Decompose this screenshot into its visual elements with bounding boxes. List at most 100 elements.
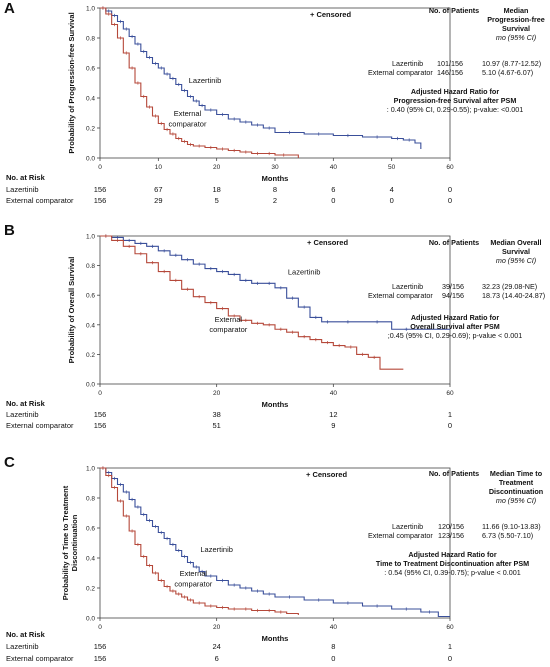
hr-value: : 0.40 (95% CI, 0.29-0.55); p-value: <0.… [386,105,524,114]
hazard-ratio: Adjusted Hazard Ratio for Time to Treatm… [355,550,550,577]
risk-count: 18 [212,185,221,194]
censor-mark [118,482,123,487]
censor-mark [182,554,187,559]
row-n: 120/156 [438,522,464,531]
censor-mark [209,301,213,305]
row-median: 11.66 (9.10-13.83) [482,522,541,531]
censor-mark [200,569,204,574]
curve-label: External [215,315,243,324]
censor-mark [182,88,187,93]
censor-mark [244,278,248,282]
y-tick-label: 0.0 [86,616,95,623]
x-tick-label: 40 [330,390,338,397]
curve-label: Lazertinib [189,76,222,85]
km-chart-pfs: 0.0 0.2 0.4 0.6 0.8 1.0 0 10 20 30 40 50 60 Months Pro… [67,6,454,184]
censor-mark [112,476,117,481]
censor-mark [220,306,225,311]
x-tick-label: 50 [388,164,396,171]
censor-mark [220,605,225,610]
censor-mark [244,120,248,124]
censor-mark [209,604,213,608]
col-header-median: Median Time to Treatment Discontinuation… [482,469,550,505]
km-chart-ttd: 0.0 0.2 0.4 0.6 0.8 1.0 0 20 40 60 Months Probabili… [61,466,454,644]
censor-mark [375,135,379,139]
censor-mark [147,518,152,523]
y-axis-label: Probability of Time to Treatment [61,485,70,600]
censor-mark [139,241,143,245]
censor-mark [115,238,120,243]
censored-legend: + Censored [306,470,348,479]
hr-title: Overall Survival after PSM [410,322,500,331]
row-n: 101/156 [437,59,463,68]
hr-value: : 0.54 (95% CI, 0.39-0.75); p-value < 0.… [384,568,521,577]
censor-mark [153,61,158,66]
row-label: Lazertinib [392,522,424,531]
censor-mark [139,252,143,256]
x-tick-label: 10 [155,164,163,171]
risk-count: 24 [212,642,221,651]
row-median: 5.10 (4.67-6.07) [482,68,534,77]
km-curve-external-comparator [100,467,299,615]
censor-mark [147,105,152,109]
hr-title: Progression-free Survival after PSM [393,96,517,105]
censor-mark [209,108,213,112]
row-label: External comparator [368,291,433,300]
row-n: 39/156 [442,282,464,291]
censor-mark [188,560,193,565]
y-tick-label: 0.0 [86,156,95,163]
km-chart-os: 0.0 0.2 0.4 0.6 0.8 1.0 0 20 40 60 Months Probabili… [67,234,454,410]
col-header-patients: No. of Patients [428,6,480,15]
censor-mark [185,258,190,262]
censor-mark [174,278,178,282]
risk-count: 0 [447,654,453,663]
hr-title: Time to Treatment Discontinuation after … [375,559,530,568]
censor-mark [325,320,330,324]
y-tick-label: 0.4 [86,322,95,329]
censor-mark [136,42,140,46]
censor-mark [101,466,105,470]
risk-count: 0 [447,196,453,205]
risk-count: 6 [214,654,219,663]
y-tick-label: 0.8 [86,36,95,43]
risk-row-label: External comparator [6,196,74,205]
risk-count: 0 [331,196,336,205]
plot-frame [99,467,451,619]
censor-mark [279,327,283,331]
summary-table: No. of Patients Median Progression-free … [368,6,550,126]
panel-letter: C [4,454,15,471]
censor-mark [232,314,236,318]
censor-mark [404,607,408,611]
censor-mark [171,132,175,136]
censor-mark [177,136,181,141]
row-n: 94/156 [442,291,464,300]
risk-count: 1 [447,410,453,419]
censor-mark [244,150,248,154]
censor-mark [124,514,128,518]
censor-mark [130,66,134,70]
risk-count: 9 [331,421,336,430]
censor-mark [267,281,271,285]
censor-mark [375,604,379,608]
risk-count: 156 [93,185,107,194]
censor-mark [232,583,236,587]
censor-mark [267,592,271,596]
censor-mark [165,127,169,132]
risk-count: 1 [447,642,453,651]
risk-table-title: No. at Risk [6,399,45,408]
y-axis-label: Probability of Overall Survival [67,257,76,364]
censor-mark [317,598,321,602]
row-label: External comparator [368,68,433,77]
panel-b: B 0.0 0.2 0.4 0.6 0.8 1.0 0 20 40 60 Months Probabi… [0,222,550,436]
summary-table: No. of Patients Median Overall Survival … [368,238,550,328]
km-curve-lazertinib [100,235,450,330]
row-label: Lazertinib [392,282,424,291]
censor-mark [267,126,271,130]
censor-mark [209,266,213,271]
censor-mark [101,6,105,10]
censor-mark [165,72,169,76]
censor-mark [165,536,169,541]
risk-count: 2 [272,196,278,205]
censor-mark [427,610,432,614]
censor-mark [302,335,306,339]
x-axis-label: Months [262,174,289,183]
